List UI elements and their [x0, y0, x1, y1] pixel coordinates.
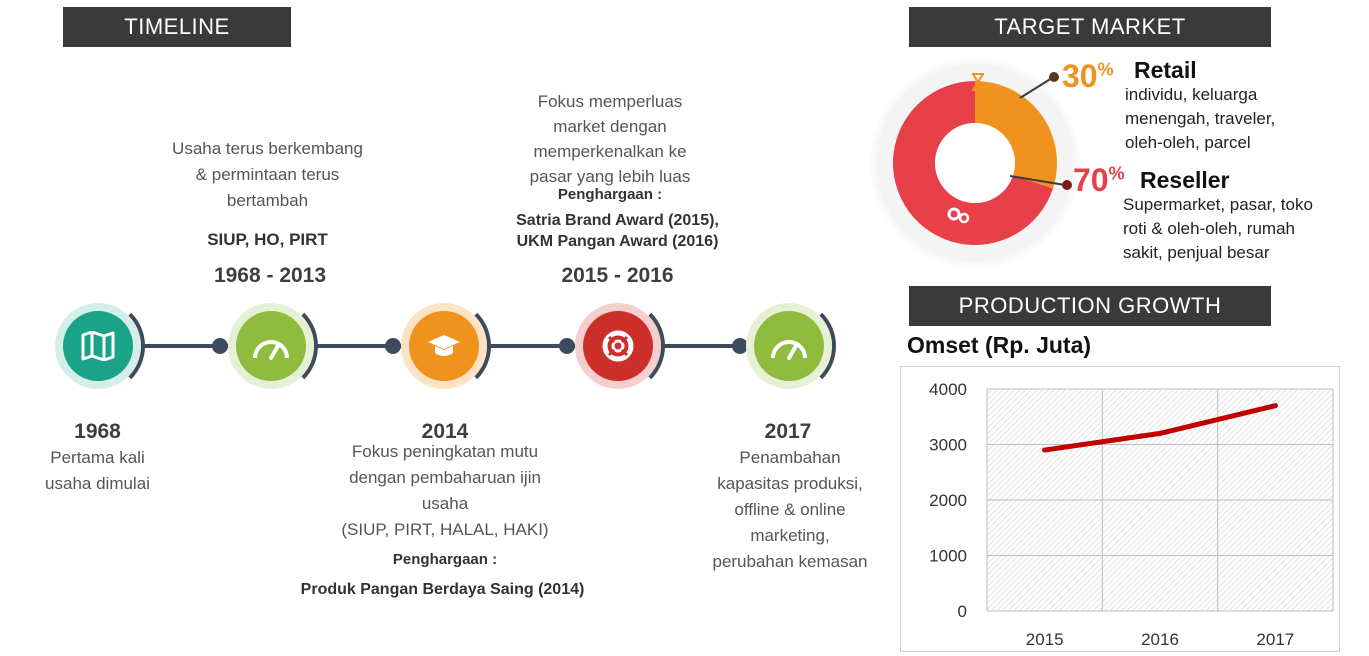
x-tick-label: 2017: [1256, 630, 1294, 649]
milestone-3-circle: [401, 299, 491, 393]
milestone-5-year: 2017: [764, 420, 812, 443]
milestone-5-circle: [746, 299, 836, 393]
milestone-2-circle: [228, 299, 318, 393]
milestone-5-description: Penambahan kapasitas produksi, offline &…: [712, 448, 868, 571]
data-point: [1272, 403, 1278, 409]
reseller-title: Reseller: [1140, 167, 1230, 193]
omset-chart-frame: 0 1000 2000 3000 4000 2015 2016 2017: [900, 366, 1340, 652]
milestone-1-circle: [55, 299, 145, 393]
milestone-4-description: Fokus memperluas market dengan memperken…: [529, 92, 691, 186]
milestone-4-awards: Satria Brand Award (2015), UKM Pangan Aw…: [516, 212, 719, 250]
hourglass-icon: [972, 73, 984, 91]
data-point: [1157, 430, 1163, 436]
donut-hole: [935, 123, 1015, 203]
milestone-1-year: 1968: [74, 420, 121, 443]
graduation-cap-icon: [428, 335, 460, 356]
target-market-donut: [869, 58, 1081, 268]
milestone-4-award-label: Penghargaan :: [557, 186, 663, 203]
map-icon: [81, 331, 115, 361]
omset-line-chart: 0 1000 2000 3000 4000 2015 2016 2017: [929, 380, 1334, 649]
x-tick-label: 2016: [1141, 630, 1179, 649]
milestone-3-award-label: Penghargaan :: [392, 551, 498, 568]
milestone-3-description: Fokus peningkatan mutu dengan pembaharua…: [341, 442, 549, 539]
timeline-header: TIMELINE: [63, 7, 291, 47]
milestone-2-range: 1968 - 2013: [213, 264, 327, 287]
donut-segment-reseller: [893, 81, 1053, 245]
gears-icon: [947, 207, 970, 224]
milestone-2-description: Usaha terus berkembang & permintaan teru…: [172, 139, 363, 210]
x-tick-label: 2015: [1026, 630, 1064, 649]
y-tick-label: 4000: [929, 380, 967, 399]
milestone-3-award: Produk Pangan Berdaya Saing (2014): [300, 581, 585, 598]
retail-title: Retail: [1134, 57, 1197, 83]
gauge-icon: [771, 340, 807, 360]
target-market-header: TARGET MARKET: [909, 7, 1271, 47]
y-tick-label: 0: [958, 602, 967, 621]
retail-percent: 30%: [1062, 58, 1114, 94]
donut-segment-retail: [975, 81, 1057, 189]
retail-leader-line: [1019, 77, 1053, 99]
retail-leader-dot: [1049, 72, 1059, 82]
reseller-leader-dot: [1062, 180, 1072, 190]
milestone-4-range: 2015 - 2016: [561, 264, 674, 287]
y-tick-label: 1000: [929, 547, 967, 566]
reseller-percent: 70%: [1073, 162, 1125, 198]
milestone-3-year: 2014: [421, 420, 469, 443]
production-growth-header: PRODUCTION GROWTH: [909, 286, 1271, 326]
data-point: [1042, 447, 1048, 453]
lifebuoy-icon: [602, 330, 634, 362]
milestone-2-permits: SIUP, HO, PIRT: [207, 230, 328, 249]
reseller-description: Supermarket, pasar, toko roti & oleh-ole…: [1123, 195, 1313, 262]
milestone-4-circle: [575, 299, 665, 393]
chart-title: Omset (Rp. Juta): [907, 332, 1092, 358]
y-tick-label: 3000: [929, 436, 967, 455]
retail-description: individu, keluarga menengah, traveler, o…: [1125, 85, 1276, 152]
y-tick-label: 2000: [929, 491, 967, 510]
gauge-icon: [253, 340, 289, 360]
reseller-leader-line: [1009, 175, 1066, 186]
milestone-1-description: Pertama kali usaha dimulai: [45, 448, 150, 493]
